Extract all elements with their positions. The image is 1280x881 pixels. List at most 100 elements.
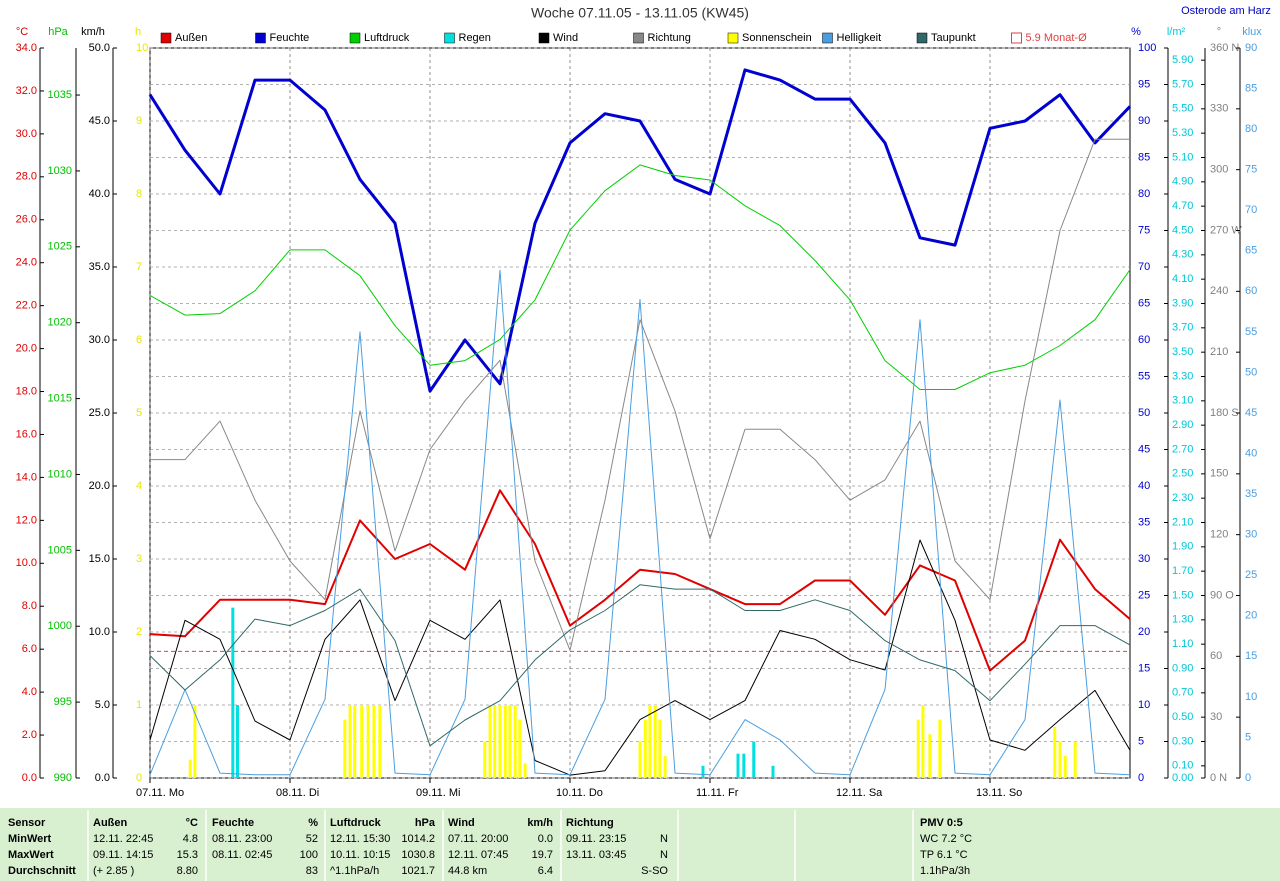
- bar: [353, 705, 357, 778]
- series-line: [149, 489, 1131, 672]
- y-tick-label: 100: [1138, 42, 1156, 54]
- table-header: MaxWert: [8, 849, 54, 861]
- y-tick-label: 300: [1210, 164, 1228, 176]
- legend-swatch: [444, 32, 455, 44]
- y-tick-label: 1: [136, 699, 142, 711]
- bar: [771, 765, 775, 778]
- y-tick-label: 20.0: [89, 480, 110, 492]
- bar: [648, 705, 652, 778]
- x-tick-label: 10.11. Do: [556, 787, 603, 799]
- series-line: [149, 539, 1131, 776]
- table-header: Außen: [93, 817, 128, 829]
- bar: [928, 734, 932, 778]
- y-tick-label: 0: [1138, 772, 1144, 784]
- table-header: MinWert: [8, 833, 52, 845]
- axis-unit: km/h: [81, 26, 105, 38]
- table-cell: 19.7: [532, 849, 553, 861]
- bar: [742, 753, 746, 778]
- y-tick-label: 0 N: [1210, 772, 1227, 784]
- table-cell: 4.8: [183, 833, 198, 845]
- bar: [658, 719, 662, 778]
- bar: [366, 705, 370, 778]
- table-cell: 09.11. 23:15: [566, 833, 626, 845]
- table-cell: 1021.7: [401, 865, 435, 877]
- bar: [488, 705, 492, 778]
- y-tick-label: 35: [1245, 488, 1257, 500]
- table-header: PMV 0:5: [920, 817, 963, 829]
- y-tick-label: 990: [54, 772, 72, 784]
- y-tick-label: 1000: [48, 620, 72, 632]
- bar: [231, 607, 235, 778]
- legend-label: Regen: [459, 32, 491, 44]
- stats-table: Sensor Außen °C Feuchte% Luftdruck hPa Wind km/…: [8, 810, 972, 881]
- y-tick-label: 2.90: [1172, 419, 1193, 431]
- y-tick-label: 15: [1245, 650, 1257, 662]
- y-tick-label: 25: [1138, 589, 1150, 601]
- y-tick-label: 35.0: [89, 261, 110, 273]
- table-cell: S-SO: [641, 865, 668, 877]
- table-cell: 1014.2: [401, 833, 435, 845]
- y-tick-label: 4.50: [1172, 224, 1193, 236]
- x-tick-label: 11.11. Fr: [696, 787, 739, 799]
- y-tick-label: 3.30: [1172, 370, 1193, 382]
- stats-panel: [0, 808, 1280, 881]
- table-header: Sensor: [8, 817, 46, 829]
- y-tick-label: 30.0: [16, 128, 37, 140]
- y-tick-label: 0: [136, 772, 142, 784]
- y-tick-label: 9: [136, 115, 142, 127]
- y-tick-label: 0.00: [1172, 772, 1193, 784]
- y-tick-label: 80: [1138, 188, 1150, 200]
- table-cell: 07.11. 20:00: [448, 833, 508, 845]
- y-tick-label: 150: [1210, 468, 1228, 480]
- y-tick-label: 10.0: [89, 626, 110, 638]
- y-tick-label: 120: [1210, 529, 1228, 541]
- y-tick-label: 55: [1245, 326, 1257, 338]
- y-tick-label: 85: [1138, 151, 1150, 163]
- y-tick-label: 1005: [48, 544, 72, 556]
- legend-label: Außen: [175, 32, 207, 44]
- table-cell: 44.8 km: [448, 865, 487, 877]
- y-tick-label: 12.0: [16, 514, 37, 526]
- table-cell: TP 6.1 °C: [920, 849, 968, 861]
- y-tick-label: 2.10: [1172, 516, 1193, 528]
- legend-label: Richtung: [648, 32, 691, 44]
- bar: [372, 705, 376, 778]
- legend-swatch: [349, 32, 361, 44]
- y-tick-label: 75: [1138, 224, 1150, 236]
- bar: [638, 741, 642, 778]
- y-tick-label: 14.0: [16, 471, 37, 483]
- y-tick-label: 6.0: [22, 643, 37, 655]
- y-tick-label: 40.0: [89, 188, 110, 200]
- table-cell: 6.4: [538, 865, 553, 877]
- bar: [503, 705, 507, 778]
- y-tick-label: 15.0: [89, 553, 110, 565]
- y-tick-label: 1.50: [1172, 589, 1193, 601]
- y-tick-label: 8: [136, 188, 142, 200]
- y-tick-label: 30.0: [89, 334, 110, 346]
- legend-swatch: [916, 32, 928, 44]
- location: Osterode am Harz: [1181, 5, 1271, 17]
- chart-title: Woche 07.11.05 - 13.11.05 (KW45): [531, 5, 749, 21]
- legend-label: Feuchte: [270, 32, 310, 44]
- y-tick-label: 1035: [48, 89, 72, 101]
- table-cell: N: [660, 833, 668, 845]
- legend-swatch: [633, 32, 644, 44]
- y-tick-label: 2.0: [22, 729, 37, 741]
- y-tick-label: 2.30: [1172, 492, 1193, 504]
- series-line: [150, 138, 1130, 651]
- y-tick-label: 10.0: [16, 557, 37, 569]
- y-tick-label: 4.90: [1172, 176, 1193, 188]
- table-cell: 09.11. 14:15: [93, 849, 153, 861]
- table-header: Richtung: [566, 817, 614, 829]
- y-tick-label: 30: [1245, 529, 1257, 541]
- y-tick-label: 0.0: [95, 772, 110, 784]
- y-tick-label: 5.90: [1172, 54, 1193, 66]
- table-cell: 1.1hPa/3h: [920, 865, 970, 877]
- y-tick-label: 18.0: [16, 385, 37, 397]
- y-tick-label: 15: [1138, 662, 1150, 674]
- table-cell: (+ 2.85 ): [93, 865, 134, 877]
- bar: [523, 763, 527, 778]
- y-tick-label: 210: [1210, 346, 1228, 358]
- table-header: km/h: [527, 817, 553, 829]
- y-tick-label: 40: [1245, 447, 1257, 459]
